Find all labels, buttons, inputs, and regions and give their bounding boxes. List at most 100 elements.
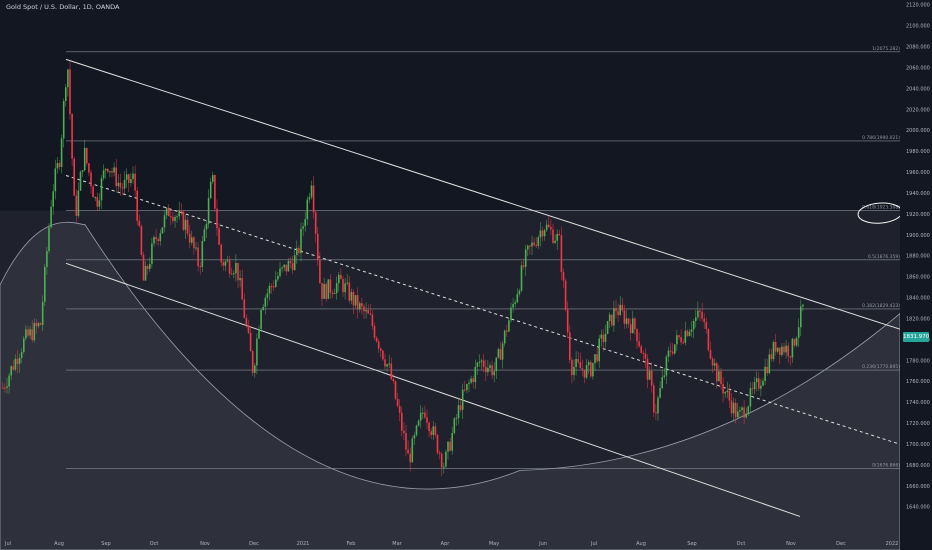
candle-body	[60, 138, 63, 167]
candle-body	[495, 357, 498, 372]
candle-body	[707, 329, 710, 351]
candle-body	[188, 233, 191, 243]
candle-body	[445, 451, 447, 467]
candle-body	[422, 412, 424, 414]
candle-body	[510, 307, 512, 321]
candle-body	[697, 310, 699, 318]
y-tick-label: 1960.000	[906, 170, 930, 176]
candle-body	[667, 350, 670, 357]
candle-body	[550, 227, 552, 230]
candle-body	[327, 279, 330, 299]
candle-body	[686, 330, 689, 336]
candle-body	[245, 317, 248, 326]
candle-body	[186, 219, 189, 234]
x-tick-label: Jul	[590, 541, 597, 547]
candle-body	[333, 293, 336, 295]
candle-body	[676, 335, 678, 345]
x-tick-label: Oct	[737, 541, 746, 547]
candle-body	[760, 385, 762, 389]
candle-body	[377, 341, 380, 349]
candle-body	[478, 361, 481, 363]
candle-body	[569, 332, 571, 360]
candle-body	[455, 418, 458, 420]
candle-body	[776, 347, 779, 352]
x-tick-label: Nov	[786, 541, 796, 547]
candle-body	[197, 247, 199, 266]
candle-body	[642, 353, 645, 355]
candle-body	[138, 220, 141, 227]
candle-body	[212, 175, 214, 182]
fibonacci-retracement: 1(2075.282) 0.786(1990.021) 0.618(1923.308…	[66, 46, 900, 469]
candle-body	[67, 69, 69, 88]
x-tick-label: Dec	[836, 541, 846, 547]
candle-body	[661, 377, 663, 389]
candle-body	[724, 392, 726, 394]
candle-body	[453, 418, 456, 433]
candle-body	[487, 367, 489, 373]
candle-body	[220, 244, 222, 263]
candle-body	[222, 262, 225, 266]
candle-body	[275, 279, 277, 287]
candle-body	[35, 323, 38, 327]
candle-body	[720, 371, 722, 384]
candle-body	[31, 329, 33, 341]
candle-body	[587, 362, 590, 366]
candle-body	[296, 247, 298, 256]
fib-level-label: 0.236(1770.895)	[862, 364, 900, 370]
candle-body	[331, 292, 334, 294]
candle-body	[684, 330, 687, 343]
candle-body	[566, 309, 569, 333]
time-axis: Jul Aug Sep Oct Nov Dec 2021 Feb Mar Apr May Jun Jul…	[4, 541, 898, 547]
candle-body	[260, 309, 262, 329]
candle-body	[617, 311, 619, 315]
candle-body	[308, 197, 311, 200]
chart-title: Gold Spot / U.S. Dollar, 1D, OANDA	[6, 3, 120, 11]
candle-body	[184, 219, 187, 230]
candle-body	[153, 237, 155, 244]
candle-body	[165, 207, 168, 216]
candle-body	[766, 366, 768, 374]
fib-level-label: 0.618(1923.308)	[862, 205, 900, 211]
candle-body	[12, 366, 15, 370]
candle-body	[325, 283, 327, 299]
candle-body	[762, 380, 764, 386]
y-tick-label: 1720.000	[906, 421, 930, 427]
y-tick-label: 1680.000	[906, 463, 930, 469]
candle-body	[529, 245, 531, 247]
candle-body	[499, 349, 502, 360]
candle-body	[403, 430, 405, 434]
arc-bowl-region	[0, 221, 901, 550]
candle-body	[451, 432, 453, 451]
candle-body	[669, 350, 672, 352]
candle-body	[207, 198, 210, 224]
y-tick-label: 1740.000	[906, 400, 930, 406]
candle-body	[314, 212, 317, 234]
candle-body	[27, 329, 29, 336]
candle-body	[310, 185, 313, 198]
candle-body	[56, 163, 59, 169]
candle-body	[125, 174, 128, 180]
candle-body	[92, 186, 94, 198]
candle-body	[144, 266, 147, 281]
candle-body	[695, 317, 697, 321]
candle-body	[205, 223, 208, 230]
candle-body	[537, 237, 540, 246]
candle-body	[732, 402, 735, 414]
y-tick-label: 1820.000	[906, 316, 930, 322]
candle-body	[218, 228, 220, 245]
y-tick-label: 2060.000	[906, 65, 930, 71]
candle-body	[302, 226, 304, 229]
candle-body	[128, 174, 130, 183]
candle-body	[680, 337, 682, 343]
candle-body	[747, 406, 750, 414]
candle-body	[655, 412, 657, 414]
candle-body	[634, 318, 636, 329]
candle-body	[734, 402, 737, 418]
candle-body	[737, 411, 739, 418]
candle-body	[323, 283, 325, 299]
candle-body	[419, 412, 422, 421]
candle-body	[367, 310, 369, 314]
candle-body	[44, 266, 46, 302]
candle-body	[741, 407, 743, 411]
